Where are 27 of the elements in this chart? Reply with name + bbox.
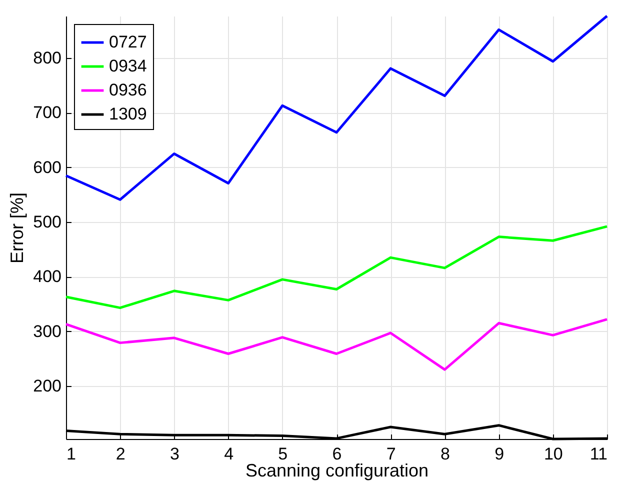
legend-label: 1309: [109, 104, 147, 124]
y-tick-label: 700: [33, 103, 62, 122]
y-tick-label: 600: [33, 158, 62, 177]
line-series: [64, 318, 608, 371]
y-tick-label: 500: [33, 212, 62, 232]
x-tick-label: 4: [224, 444, 234, 464]
x-tick-label: 1: [66, 444, 76, 464]
x-tick-label: 2: [116, 444, 126, 464]
x-tick-label: 11: [590, 444, 608, 464]
x-tick-label: 7: [386, 444, 396, 464]
y-axis-title: Error [%]: [7, 192, 28, 264]
y-tick-label: 800: [33, 48, 62, 68]
legend-label: 0936: [109, 80, 147, 100]
line-series: [64, 14, 608, 201]
x-tick-label: 5: [278, 444, 288, 464]
x-tick-label: 10: [544, 444, 563, 464]
y-tick-label: 400: [33, 267, 62, 286]
line-series: [64, 225, 608, 310]
y-tick-label: 300: [33, 322, 62, 341]
x-tick-label: 9: [494, 444, 504, 464]
x-tick-label: 3: [170, 444, 180, 464]
legend-label: 0934: [109, 56, 147, 76]
legend-label: 0727: [109, 32, 147, 52]
y-tick-label: 200: [33, 376, 62, 396]
x-tick-label: 8: [440, 444, 450, 464]
x-tick-label: 6: [332, 444, 342, 464]
x-axis-title: Scanning configuration: [245, 460, 429, 480]
